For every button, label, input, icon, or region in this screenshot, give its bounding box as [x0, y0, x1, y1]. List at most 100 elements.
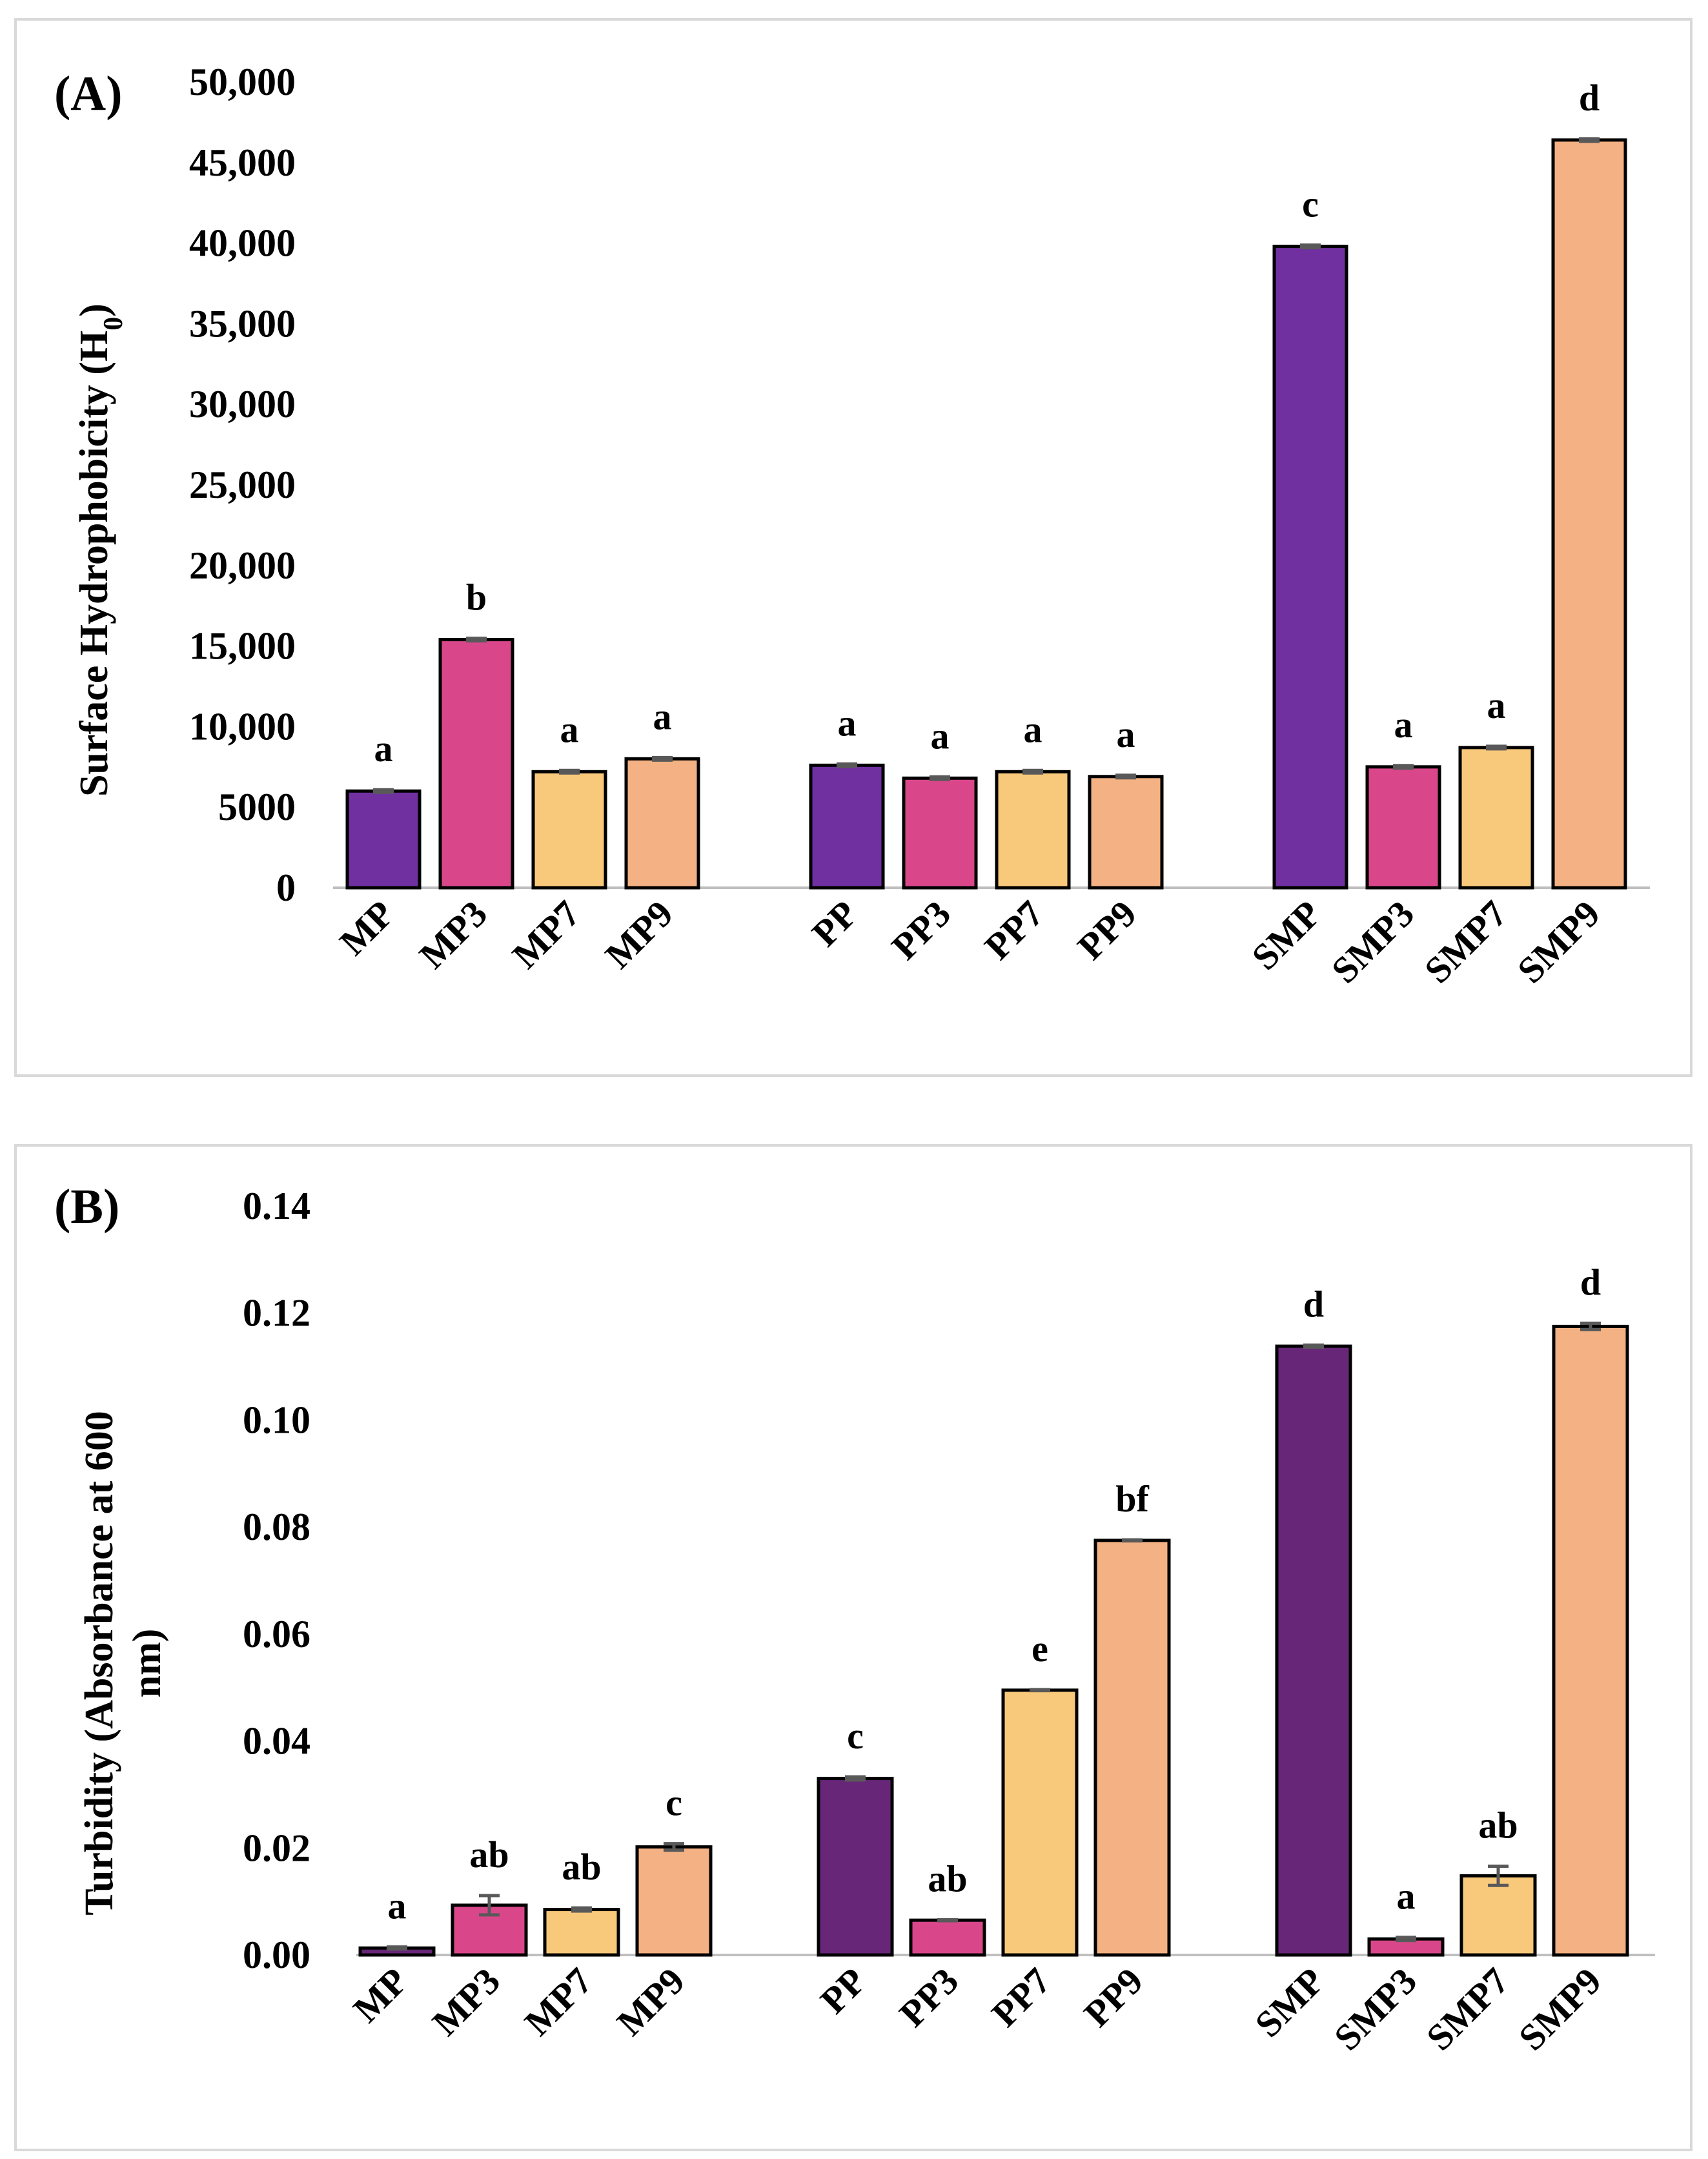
y-tick-label: 0.00	[243, 1934, 310, 1976]
significance-label-pp7: e	[1032, 1628, 1048, 1670]
error-bar-mp7	[559, 768, 580, 775]
error-bar-smp9	[1580, 1321, 1601, 1331]
significance-label-pp: c	[847, 1715, 864, 1757]
category-label-mp9: MP9	[597, 892, 681, 976]
category-label-mp: MP	[345, 1959, 416, 2031]
bar-smp9	[1552, 1324, 1629, 1957]
significance-label-mp7: a	[560, 708, 579, 750]
bar-pp7	[995, 770, 1071, 890]
category-label-smp: SMP	[1247, 1959, 1333, 2045]
error-bar-smp7	[1486, 744, 1507, 751]
bar-smp	[1272, 245, 1348, 890]
y-tick-label: 0.02	[243, 1826, 310, 1869]
error-bar-pp3	[937, 1918, 958, 1923]
bar-mp9	[635, 1845, 713, 1957]
bar-mp7	[531, 770, 607, 890]
chart-panel-a: (A) Surface Hydrophobicity (H0) 0 5000 10,…	[14, 18, 1693, 1077]
chart-a-svg: (A) Surface Hydrophobicity (H0) 0500010,…	[54, 61, 1650, 991]
bar-smp3	[1365, 765, 1441, 890]
significance-label-smp7: ab	[1478, 1804, 1518, 1846]
chart-panel-b: (B) Turbidity (Absorbance at 600 nm) 0.0…	[14, 1144, 1693, 2151]
y-axis-title-a-main: Surface Hydrophobicity (H	[72, 331, 116, 797]
plot-area-b: 0.00 0.02 0.04 0.06 0.08 0.10 0.12 0.14 a MP ab MP3…	[243, 1185, 1655, 2058]
category-label-pp: PP	[804, 892, 866, 954]
bar-mp3	[438, 638, 514, 890]
category-label-smp9: SMP9	[1509, 892, 1608, 991]
y-axis-title-a-close: )	[72, 303, 116, 317]
significance-label-smp9: d	[1579, 77, 1600, 119]
y-tick-label: 20,000	[189, 544, 296, 587]
error-bar-pp7	[1030, 1688, 1050, 1693]
significance-label-pp7: a	[1024, 708, 1042, 750]
error-bar-pp	[845, 1775, 866, 1782]
bar-pp3	[909, 1918, 986, 1957]
significance-label-pp3: a	[931, 715, 950, 757]
y-tick-label: 5000	[218, 786, 296, 828]
bar-pp	[809, 763, 885, 890]
error-bar-mp9	[664, 1842, 684, 1852]
error-bar-pp9	[1115, 773, 1136, 780]
category-label-smp3: SMP3	[1326, 1959, 1425, 2058]
category-label-pp7: PP7	[984, 1959, 1059, 2035]
y-tick-label: 15,000	[189, 625, 296, 668]
panel-label-a: (A)	[54, 67, 123, 121]
category-label-pp: PP	[812, 1959, 874, 2021]
plot-area-a: 0 5000 10,000 15,000 20,000 25,000 30,000 35,00…	[189, 61, 1650, 991]
y-tick-label: 0.08	[243, 1506, 310, 1548]
bar-pp	[817, 1777, 894, 1957]
y-tick-label: 0.06	[243, 1613, 310, 1655]
error-bar-mp7	[571, 1906, 592, 1913]
error-bar-mp	[373, 788, 394, 794]
y-tick-label: 0.12	[243, 1292, 310, 1335]
bar-pp3	[902, 776, 978, 890]
bar-pp7	[1001, 1688, 1079, 1957]
error-bar-smp9	[1579, 137, 1600, 143]
bar-pp9	[1093, 1539, 1171, 1957]
error-bar-mp3	[479, 1894, 500, 1917]
significance-label-pp: a	[838, 702, 857, 744]
significance-label-smp3: a	[1394, 704, 1413, 746]
y-tick-label: 30,000	[189, 383, 296, 425]
bar-smp7	[1459, 1874, 1537, 1957]
error-bar-pp7	[1022, 768, 1043, 775]
y-tick-label: 0	[276, 866, 296, 909]
category-label-mp: MP	[331, 892, 402, 963]
error-bar-mp3	[466, 637, 487, 643]
category-label-pp3: PP3	[884, 892, 959, 968]
bar-pp9	[1088, 775, 1164, 890]
error-bar-pp	[837, 762, 857, 768]
error-bar-smp	[1300, 243, 1321, 250]
bar-mp7	[543, 1908, 620, 1957]
significance-label-mp3: b	[466, 577, 487, 619]
significance-label-smp7: a	[1487, 684, 1506, 726]
y-axis-title-b-line2: nm)	[125, 1629, 169, 1698]
category-label-smp3: SMP3	[1323, 892, 1422, 991]
significance-label-mp7: ab	[562, 1846, 601, 1888]
y-tick-label: 10,000	[189, 705, 296, 748]
category-label-mp7: MP7	[504, 892, 588, 976]
error-bar-mp9	[652, 755, 673, 762]
bar-smp7	[1458, 746, 1534, 890]
significance-label-mp9: c	[666, 1782, 682, 1824]
error-bar-smp	[1303, 1343, 1324, 1349]
error-bar-smp7	[1488, 1864, 1509, 1887]
significance-label-mp3: ab	[469, 1834, 509, 1876]
bar-smp	[1275, 1344, 1352, 1957]
bar-mp9	[624, 757, 700, 890]
error-bar-mp	[387, 1945, 407, 1951]
significance-label-mp9: a	[653, 695, 672, 737]
bar-smp9	[1551, 138, 1627, 890]
significance-label-mp: a	[374, 728, 393, 770]
significance-label-mp: a	[388, 1885, 407, 1927]
y-tick-label: 35,000	[189, 302, 296, 345]
y-tick-label: 0.04	[243, 1720, 310, 1763]
category-label-smp9: SMP9	[1510, 1959, 1609, 2058]
category-label-smp7: SMP7	[1418, 1959, 1517, 2058]
category-label-mp3: MP3	[424, 1959, 508, 2043]
error-bar-smp3	[1396, 1936, 1416, 1943]
significance-label-pp3: ab	[928, 1857, 967, 1899]
significance-label-pp9: a	[1117, 713, 1135, 755]
category-label-mp9: MP9	[609, 1959, 693, 2043]
significance-label-smp9: d	[1580, 1261, 1601, 1303]
category-label-smp7: SMP7	[1416, 892, 1515, 991]
